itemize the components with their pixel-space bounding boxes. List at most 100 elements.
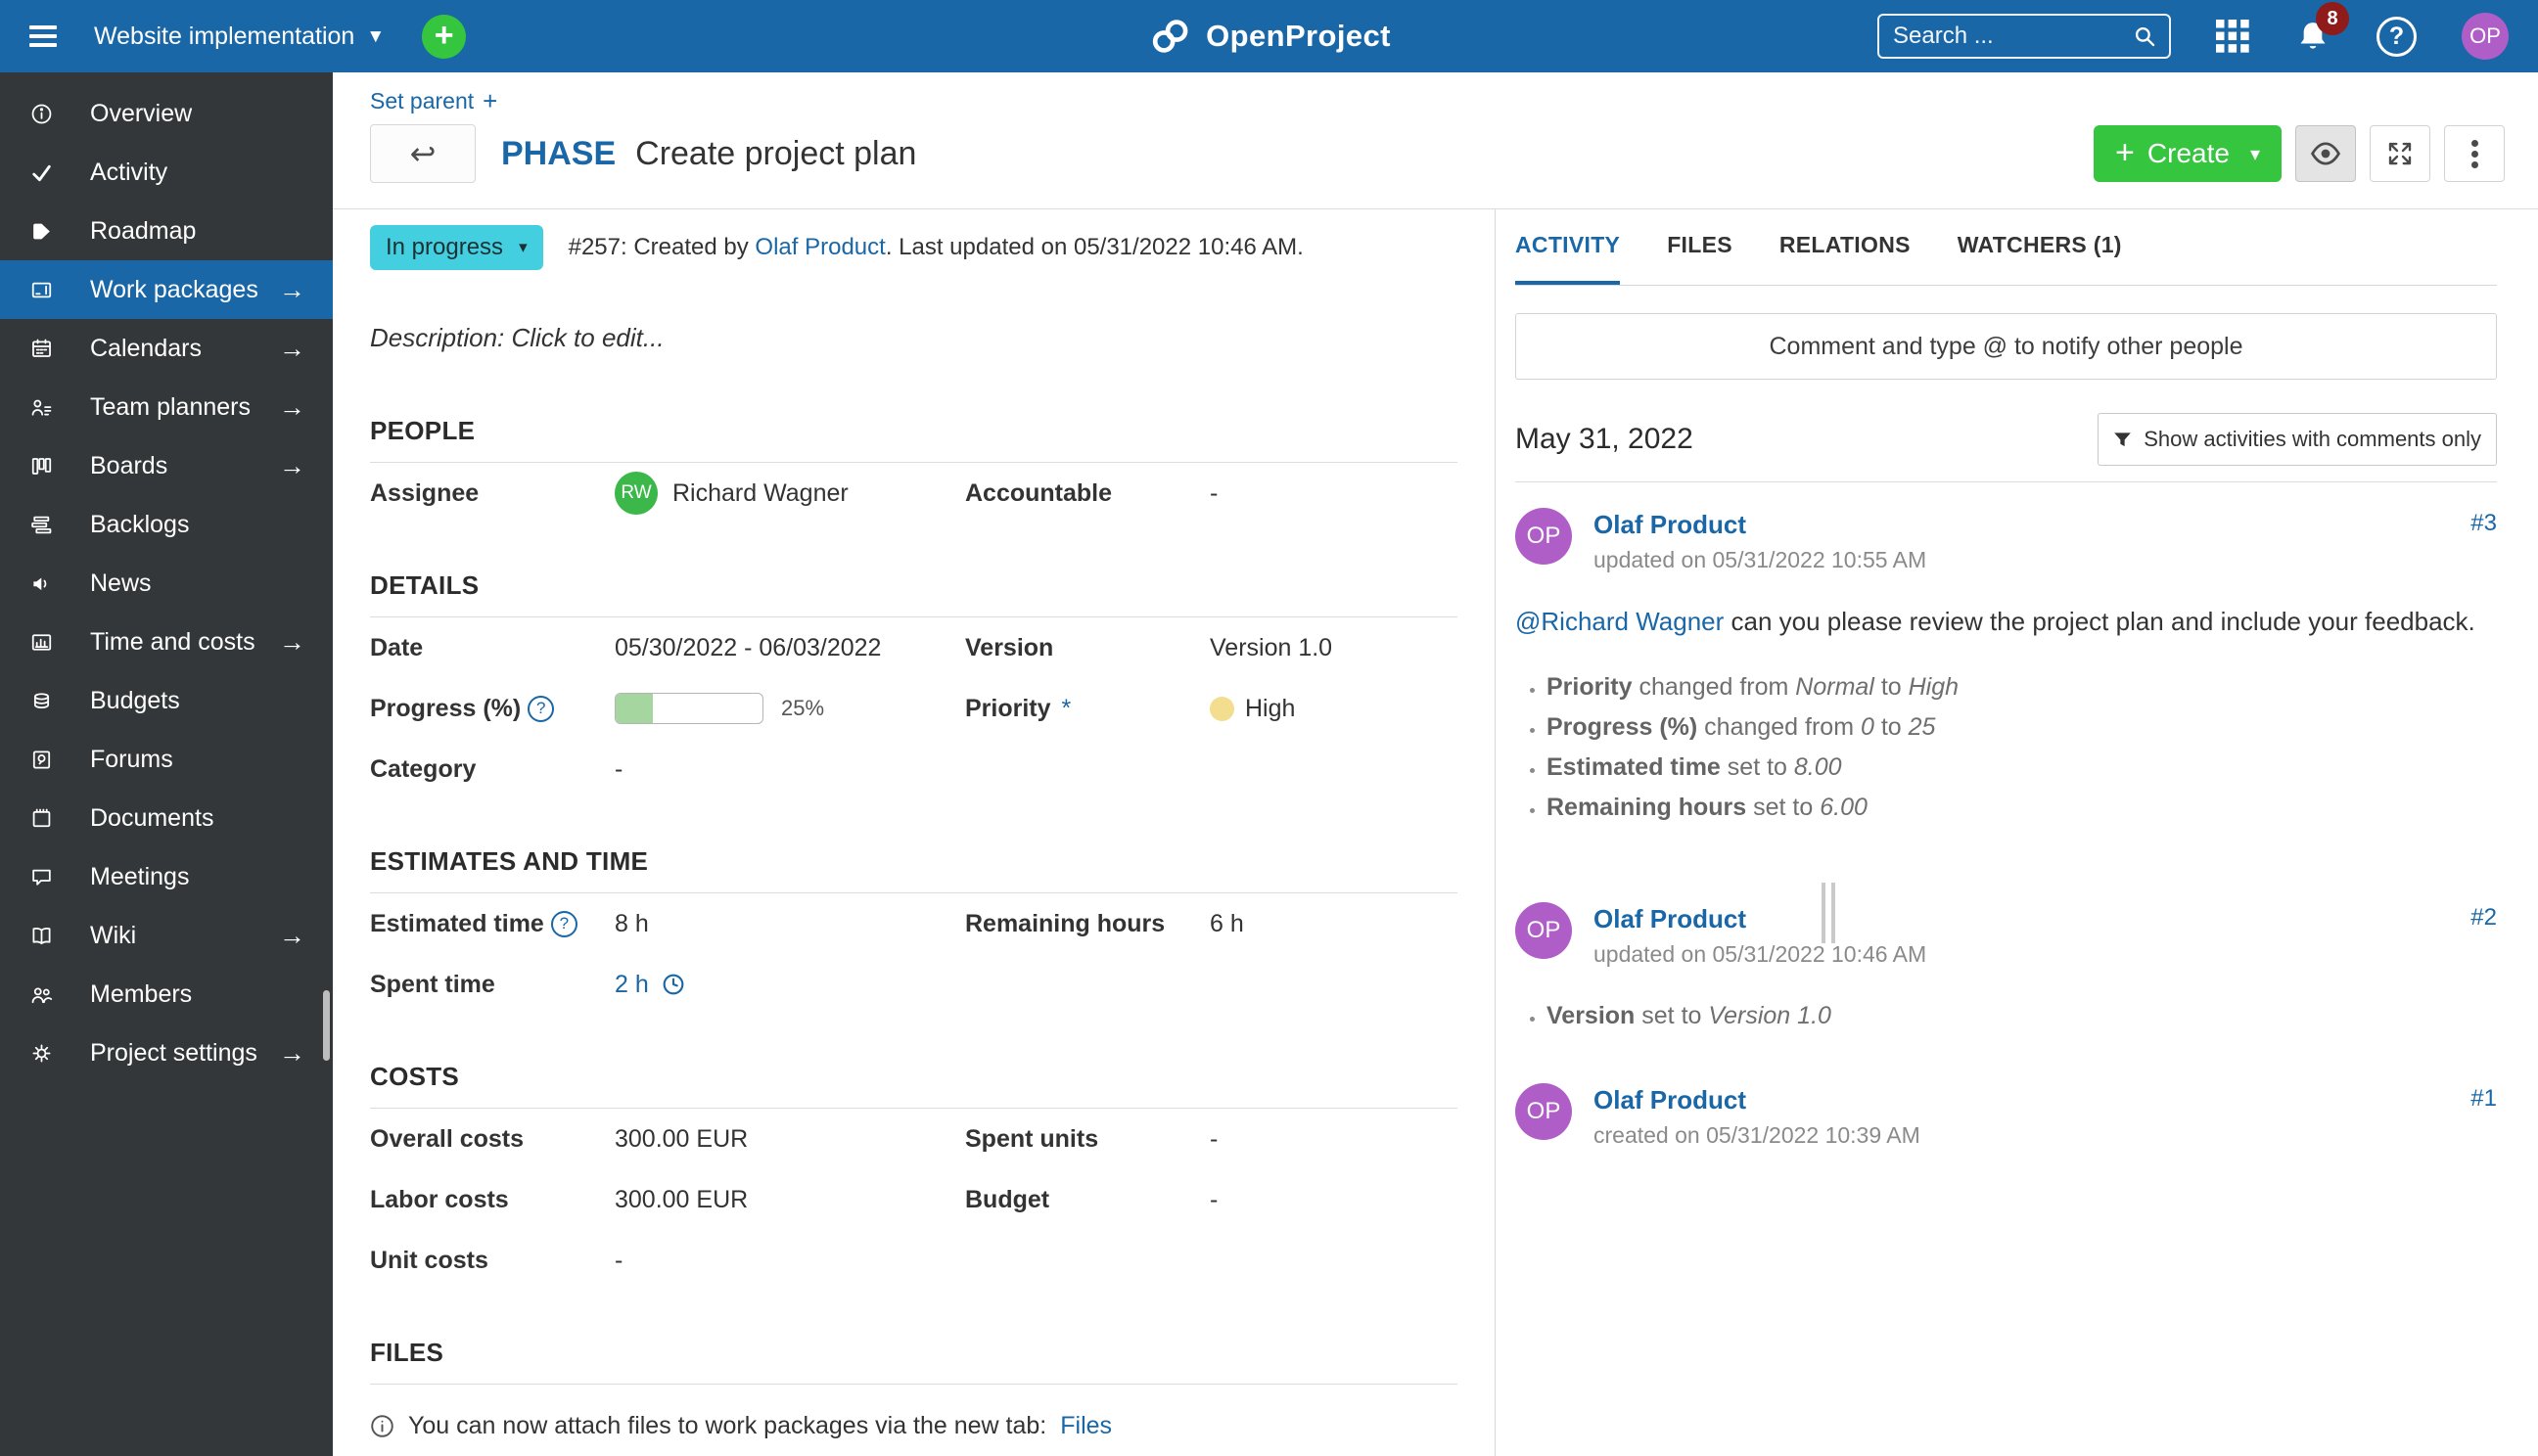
sidebar-item-boards[interactable]: Boards → [0, 436, 333, 495]
status-badge: In progress [386, 234, 504, 260]
sidebar-item-documents[interactable]: Documents [0, 789, 333, 847]
sidebar-item-time-and-costs[interactable]: Time and costs → [0, 613, 333, 671]
sidebar-item-news[interactable]: News [0, 554, 333, 613]
page-title[interactable]: Create project plan [635, 134, 917, 172]
search-input[interactable] [1891, 22, 2132, 51]
help-icon[interactable]: ? [528, 695, 555, 722]
sidebar-item-members[interactable]: Members [0, 965, 333, 1024]
back-button[interactable]: ↩ [370, 124, 476, 183]
date-label: Date [370, 633, 424, 661]
submenu-arrow-icon: → [279, 333, 305, 363]
version-field[interactable]: Version 1.0 [1210, 633, 1333, 661]
activity-change-list: Version set to Version 1.0 [1515, 1003, 2497, 1028]
project-selector[interactable]: Website implementation ▼ [94, 23, 385, 51]
remaining-hours-field[interactable]: 6 h [1210, 909, 1244, 937]
activity-change: Remaining hours set to 6.00 [1546, 795, 2497, 820]
mention-link[interactable]: @Richard Wagner [1515, 607, 1725, 636]
avatar[interactable]: OP [1515, 902, 1572, 960]
progress-fill [616, 694, 653, 723]
panel-resize-handle[interactable] [1822, 883, 1835, 943]
activity-number-link[interactable]: #2 [2470, 904, 2497, 932]
sidebar-item-budgets[interactable]: Budgets [0, 671, 333, 730]
accountable-field[interactable]: - [1210, 478, 1219, 507]
priority-field[interactable]: High [1210, 695, 1457, 723]
set-parent-button[interactable]: Set parent + [370, 86, 498, 115]
sidebar-item-work-packages[interactable]: Work packages → [0, 260, 333, 319]
sidebar-item-meetings[interactable]: Meetings [0, 847, 333, 906]
sidebar-item-team-planners[interactable]: Team planners → [0, 378, 333, 436]
activity-date-header: May 31, 2022 [1515, 423, 1693, 455]
create-button[interactable]: + Create ▾ [2094, 125, 2282, 182]
sidebar-item-activity[interactable]: Activity [0, 143, 333, 202]
estimated-time-field[interactable]: 8 h [615, 909, 649, 937]
tab-files[interactable]: FILES [1667, 232, 1732, 257]
help-icon[interactable]: ? [550, 910, 577, 937]
info-icon [371, 1415, 393, 1437]
category-field[interactable]: - [615, 754, 623, 783]
sidebar-item-forums[interactable]: Forums [0, 730, 333, 789]
spent-time-link[interactable]: 2 h [615, 971, 685, 999]
activity-author-link[interactable]: Olaf Product [1593, 510, 1747, 539]
priority-label: Priority * [965, 694, 1072, 722]
avatar[interactable]: OP [1515, 1083, 1572, 1141]
expand-icon [2388, 142, 2412, 165]
tab-watchers[interactable]: WATCHERS (1) [1957, 232, 2122, 257]
activity-author-link[interactable]: Olaf Product [1593, 1085, 1747, 1115]
author-link[interactable]: Olaf Product [755, 234, 886, 260]
help-button[interactable]: ? [2376, 16, 2417, 57]
user-avatar[interactable]: OP [2462, 13, 2509, 60]
sidebar-item-wiki[interactable]: Wiki → [0, 906, 333, 965]
activity-number-link[interactable]: #3 [2470, 510, 2497, 536]
overall-costs-field[interactable]: 300.00 EUR [615, 1124, 749, 1153]
avatar[interactable]: OP [1515, 508, 1572, 565]
unit-costs-field[interactable]: - [615, 1246, 623, 1274]
labor-costs-field[interactable]: 300.00 EUR [615, 1185, 749, 1213]
menu-toggle-icon[interactable] [29, 25, 57, 29]
sidebar-item-backlogs[interactable]: Backlogs [0, 495, 333, 554]
estimated-time-label: Estimated time ? [370, 910, 615, 938]
global-search[interactable] [1877, 14, 2171, 59]
activity-change-list: Priority changed from Normal to High Pro… [1515, 674, 2497, 820]
sidebar-scrollbar[interactable] [323, 990, 330, 1061]
tab-relations[interactable]: RELATIONS [1778, 232, 1911, 257]
progress-field[interactable]: 25% [615, 693, 965, 724]
description-field[interactable]: Description: Click to edit... [370, 323, 665, 352]
section-files: FILES You can now attach files to work p… [370, 1338, 1457, 1440]
spent-units-field[interactable]: - [1210, 1124, 1219, 1153]
notifications-button[interactable]: 8 [2294, 2, 2349, 55]
activity-timestamp: updated on 05/31/2022 10:55 AM [1593, 547, 1927, 572]
eye-icon [2310, 142, 2341, 165]
assignee-field[interactable]: RW Richard Wagner [615, 472, 965, 515]
tab-activity[interactable]: ACTIVITY [1515, 209, 1621, 285]
sidebar-item-overview[interactable]: Overview [0, 84, 333, 143]
submenu-arrow-icon: → [279, 274, 305, 304]
quick-add-button[interactable]: + [422, 14, 467, 59]
activity-author-link[interactable]: Olaf Product [1593, 904, 1747, 934]
filter-funnel-icon [2114, 432, 2132, 446]
status-dropdown[interactable]: In progress ▾ [370, 225, 543, 270]
work-package-type[interactable]: PHASE [501, 134, 617, 172]
budget-field[interactable]: - [1210, 1185, 1219, 1213]
sidebar-item-roadmap[interactable]: Roadmap [0, 202, 333, 260]
date-field[interactable]: 05/30/2022 - 06/03/2022 [615, 633, 882, 661]
gear-icon [29, 1041, 70, 1066]
section-details: DETAILS Date 05/30/2022 - 06/03/2022 Ver… [370, 570, 1457, 799]
watch-button[interactable] [2295, 125, 2356, 182]
apps-grid-button[interactable] [2216, 20, 2249, 53]
more-actions-button[interactable] [2444, 125, 2505, 182]
activity-number-link[interactable]: #1 [2470, 1085, 2497, 1113]
comment-input[interactable]: Comment and type @ to notify other peopl… [1515, 313, 2497, 380]
sidebar-item-calendars[interactable]: Calendars → [0, 319, 333, 378]
progress-bar[interactable] [615, 693, 763, 724]
filter-comments-button[interactable]: Show activities with comments only [2098, 413, 2497, 466]
detail-tabs: ACTIVITY FILES RELATIONS WATCHERS (1) [1515, 209, 2497, 286]
assignee-label: Assignee [370, 478, 480, 507]
app-logo[interactable]: OpenProject [1147, 19, 1391, 54]
sidebar-item-project-settings[interactable]: Project settings → [0, 1024, 333, 1082]
kebab-icon [2470, 150, 2478, 158]
category-label: Category [370, 754, 477, 783]
activity-change: Priority changed from Normal to High [1546, 674, 2497, 700]
files-tab-link[interactable]: Files [1060, 1412, 1113, 1439]
fullscreen-button[interactable] [2370, 125, 2430, 182]
